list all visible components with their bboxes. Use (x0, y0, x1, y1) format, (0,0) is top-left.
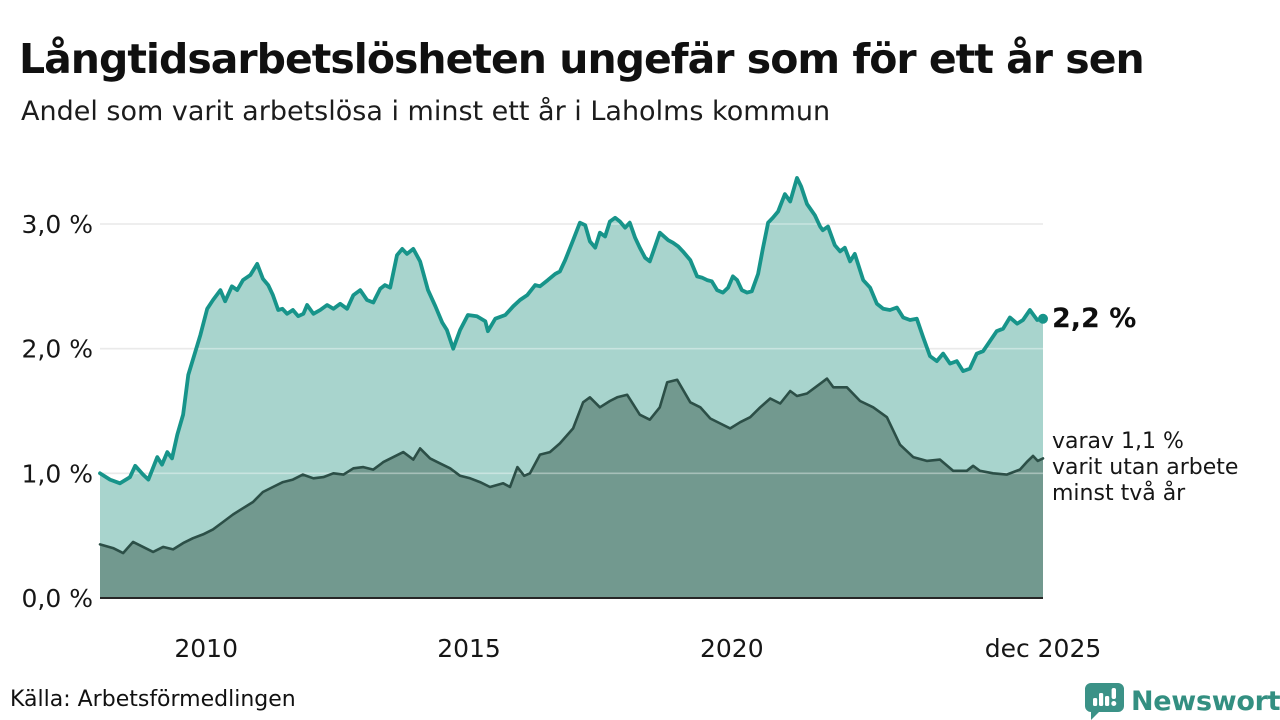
newsworthy-logo-icon (1085, 683, 1124, 720)
series-area-1 (100, 378, 1043, 598)
secondary-series-label-line2: varit utan arbete (1052, 455, 1239, 480)
logo-bar-2 (1099, 693, 1104, 706)
secondary-series-label: varav 1,1 % varit utan arbete minst två … (1052, 429, 1238, 507)
logo-exclamation-dot (1111, 701, 1117, 706)
y-tick-label: 0,0 % (22, 584, 93, 613)
secondary-series-label-line3: minst två år (1052, 481, 1186, 506)
logo-bar-1 (1093, 698, 1098, 706)
series-end-dot (1038, 313, 1048, 324)
secondary-series-label-line1: varav 1,1 % (1052, 429, 1184, 454)
y-tick-label: 3,0 % (22, 210, 93, 239)
source-attribution: Källa: Arbetsförmedlingen (10, 687, 296, 712)
logo-speech-bubble (1085, 683, 1124, 720)
logo-bar-3 (1105, 696, 1110, 706)
x-tick-label: 2015 (437, 634, 501, 663)
y-tick-label: 2,0 % (22, 335, 93, 364)
newsworthy-logo: Newsworthy (1084, 682, 1280, 720)
x-tick-label: 2010 (174, 634, 238, 663)
latest-value-label: 2,2 % (1052, 303, 1137, 334)
x-tick-label: dec 2025 (985, 634, 1102, 663)
logo-exclamation-bar (1111, 688, 1116, 699)
y-tick-label: 1,0 % (22, 459, 93, 488)
x-tick-label: 2020 (700, 634, 764, 663)
series-line-1 (98, 377, 1045, 555)
chart-subtitle: Andel som varit arbetslösa i minst ett å… (21, 96, 831, 127)
newsworthy-logo-text: Newsworthy (1131, 685, 1280, 717)
page-title: Långtidsarbetslösheten ungefär som för e… (19, 35, 1145, 84)
series-line-0 (98, 176, 1045, 486)
